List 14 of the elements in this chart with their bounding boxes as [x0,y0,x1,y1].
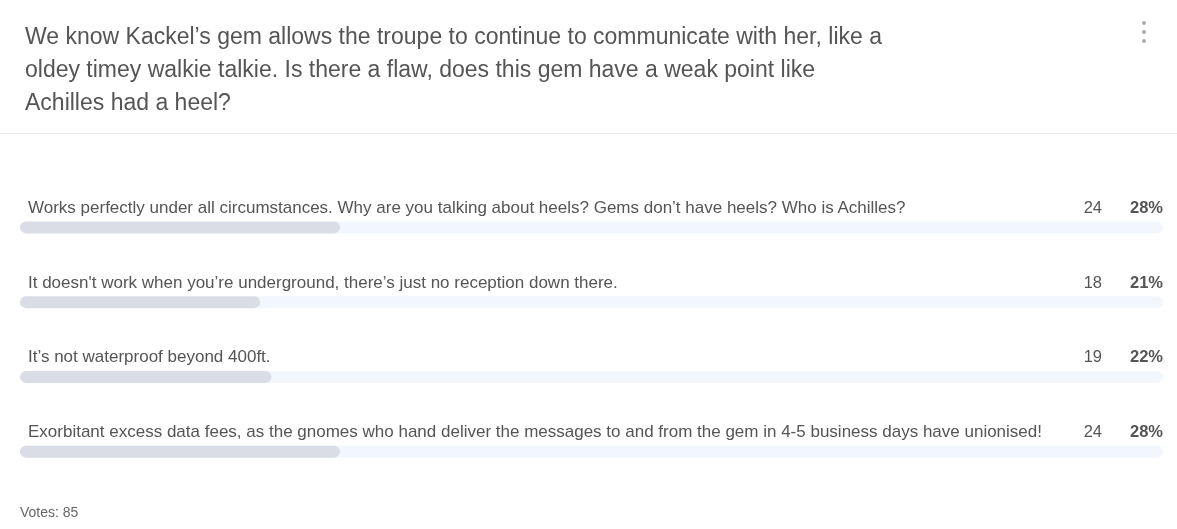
chart-title: We know Kackel’s gem allows the troupe to continue to communicate with her, like a oldey timey walkie talkie. Is there a flaw, does this gem have a weak point like Achilles had a heel? [25,22,889,115]
y-tick-label: It’s not waterproof beyond 400ft. [28,347,271,367]
y-tick-label: Exorbitant excess data fees, as the gnomes who hand deliver the messages to and from the gem in 4-5 business days have unionised! [28,422,1042,442]
annotation: 18 [1083,272,1102,291]
text: Votes: 85 [20,504,79,520]
y-tick-label: Works perfectly under all circumstances. Why are you talking about heels? Gems don’t have heels? Who is Achilles? [28,197,906,217]
data-label: 28% [1129,197,1164,216]
data-label: 22% [1129,347,1164,366]
y-tick-label: It doesn't work when you’re underground, there’s just no reception down there. [28,272,618,292]
data-label: 21% [1129,272,1164,291]
annotation: 24 [1083,422,1102,441]
annotation: 24 [1083,197,1102,216]
annotation: 19 [1083,347,1102,366]
data-label: 28% [1129,422,1164,441]
